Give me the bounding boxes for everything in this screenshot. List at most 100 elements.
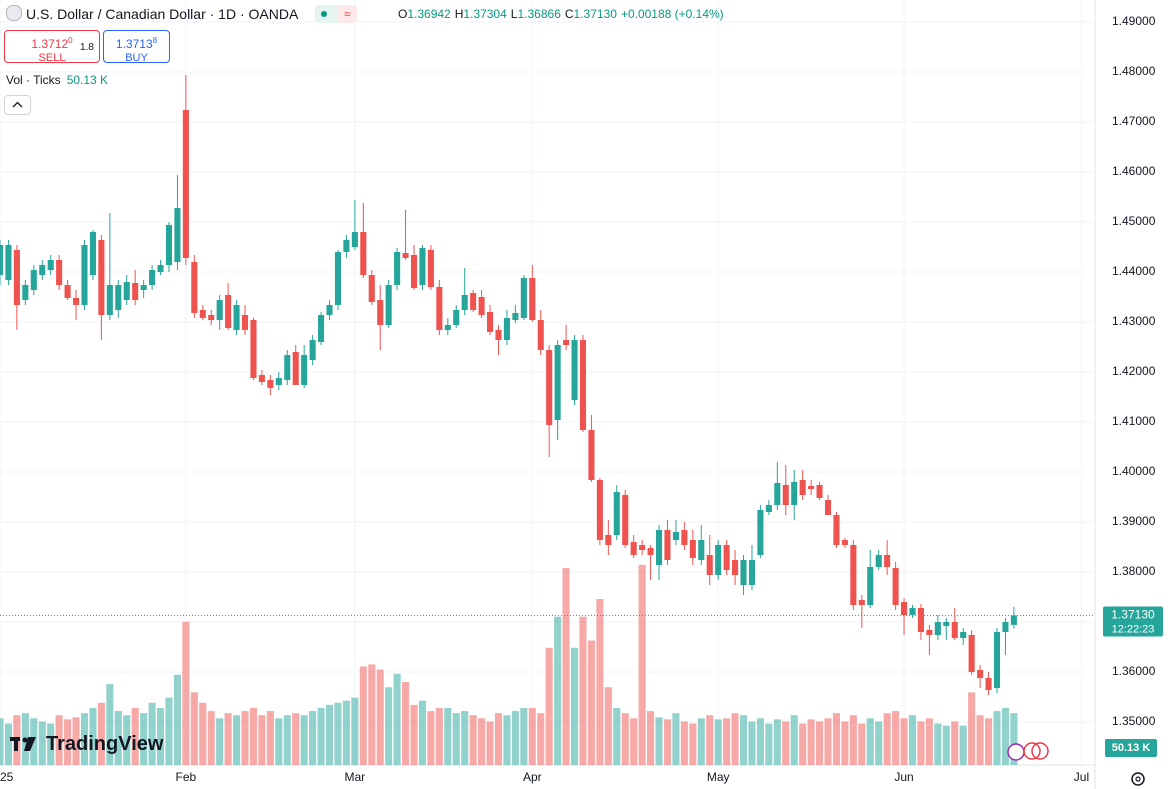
gear-outer[interactable] bbox=[1131, 772, 1145, 786]
volume-bar bbox=[165, 697, 173, 765]
volume-bar bbox=[976, 715, 984, 765]
candle-body bbox=[47, 260, 54, 270]
volume-bar bbox=[4, 723, 12, 765]
candle-body bbox=[199, 310, 206, 318]
volume-bar bbox=[680, 721, 688, 765]
volume-bar bbox=[89, 707, 97, 765]
candle-body bbox=[520, 278, 527, 318]
candle-body bbox=[368, 275, 375, 302]
candle-body bbox=[115, 285, 122, 310]
volume-bar bbox=[292, 713, 300, 765]
volume-bar bbox=[934, 723, 942, 765]
volume-bar bbox=[216, 718, 224, 765]
volume-bar bbox=[824, 718, 832, 765]
candle-body bbox=[681, 530, 688, 545]
volume-bar bbox=[427, 711, 435, 765]
volume-bar bbox=[410, 704, 418, 765]
candle-body bbox=[377, 300, 384, 325]
volume-bar bbox=[38, 721, 46, 765]
volume-bar bbox=[140, 713, 148, 765]
volume-bar bbox=[782, 721, 790, 765]
sell-label: SELL bbox=[38, 52, 66, 64]
flag-icon-2[interactable] bbox=[1031, 742, 1049, 760]
buy-price: 1.3713 bbox=[115, 37, 153, 51]
sell-button[interactable]: 1.37120 SELL bbox=[4, 30, 100, 64]
volume-bar bbox=[672, 713, 680, 765]
candle-body bbox=[5, 245, 12, 280]
candle-body bbox=[799, 480, 806, 495]
candle-body bbox=[216, 300, 223, 320]
volume-bar bbox=[875, 721, 883, 765]
candle-body bbox=[672, 532, 679, 540]
volume-bar bbox=[655, 717, 663, 765]
candle-body bbox=[850, 545, 857, 605]
candle-body bbox=[588, 430, 595, 480]
volume-bar bbox=[503, 715, 511, 765]
volume-bar bbox=[984, 718, 993, 765]
volume-value-label: 50.13 K bbox=[1112, 742, 1151, 754]
candle-body bbox=[402, 253, 409, 258]
volume-bar bbox=[106, 684, 114, 765]
volume-bar bbox=[866, 718, 874, 765]
volume-bar bbox=[942, 725, 950, 765]
volume-bar bbox=[123, 715, 131, 765]
candle-body bbox=[487, 312, 494, 332]
buy-button[interactable]: 1.37138 BUY bbox=[103, 30, 170, 64]
candle-body bbox=[723, 545, 730, 570]
candle-body bbox=[394, 252, 401, 285]
volume-bar bbox=[579, 616, 587, 765]
volume-bar bbox=[317, 707, 325, 765]
candle-body bbox=[132, 283, 139, 300]
last-price-label: 1.37130 bbox=[1111, 608, 1155, 622]
volume-value-box bbox=[1105, 739, 1157, 757]
candle-body bbox=[571, 340, 578, 400]
volume-bar bbox=[604, 687, 612, 765]
candle-body bbox=[106, 285, 113, 315]
candle-body bbox=[943, 622, 950, 626]
volume-title: Vol · Ticks bbox=[6, 73, 61, 87]
candle-body bbox=[30, 270, 37, 290]
logo-dot bbox=[22, 737, 28, 743]
volume-bar bbox=[385, 687, 393, 765]
volume-bar bbox=[402, 682, 410, 765]
candle-body bbox=[968, 635, 975, 672]
volume-bar bbox=[630, 718, 638, 765]
gear-inner bbox=[1135, 776, 1141, 782]
candle-body bbox=[64, 285, 71, 298]
y-tick-label: 1.47000 bbox=[1112, 114, 1156, 128]
volume-bar bbox=[0, 718, 4, 765]
volume-bar bbox=[469, 715, 477, 765]
settings-gear[interactable] bbox=[1131, 772, 1145, 786]
volume-bar bbox=[233, 715, 241, 765]
volume-bar bbox=[528, 707, 536, 765]
buy-price-sup: 8 bbox=[152, 36, 158, 45]
volume-bar bbox=[900, 718, 908, 765]
symbol-title: U.S. Dollar / Canadian Dollar · 1D · OAN… bbox=[26, 6, 298, 22]
candle-body bbox=[326, 305, 333, 315]
volume-bar bbox=[587, 640, 595, 765]
collapse-button[interactable] bbox=[4, 95, 31, 115]
candle-body bbox=[639, 545, 646, 550]
volume-bar bbox=[156, 707, 165, 765]
candle-body bbox=[715, 545, 722, 575]
y-tick-label: 1.49000 bbox=[1112, 14, 1156, 28]
x-tick-label: May bbox=[707, 770, 730, 784]
candle-body bbox=[698, 540, 705, 560]
volume-bar bbox=[461, 711, 469, 765]
x-tick-label: Mar bbox=[345, 770, 366, 784]
ohlc-value: 1.36866 bbox=[517, 7, 561, 21]
ohlc-key: O bbox=[398, 7, 408, 21]
volume-bar bbox=[562, 567, 570, 765]
candle-body bbox=[275, 378, 282, 385]
candle-body bbox=[960, 632, 967, 638]
candle-body bbox=[774, 483, 781, 505]
volume-bar bbox=[663, 719, 672, 765]
y-tick-label: 1.36000 bbox=[1112, 664, 1156, 678]
volume-bar bbox=[638, 564, 646, 765]
lightning-icon[interactable] bbox=[1007, 743, 1025, 761]
status-badges[interactable]: ≈ bbox=[315, 5, 358, 23]
volume-bar bbox=[486, 721, 494, 765]
volume-bar bbox=[959, 725, 967, 765]
ohlc-key: H bbox=[454, 7, 464, 21]
